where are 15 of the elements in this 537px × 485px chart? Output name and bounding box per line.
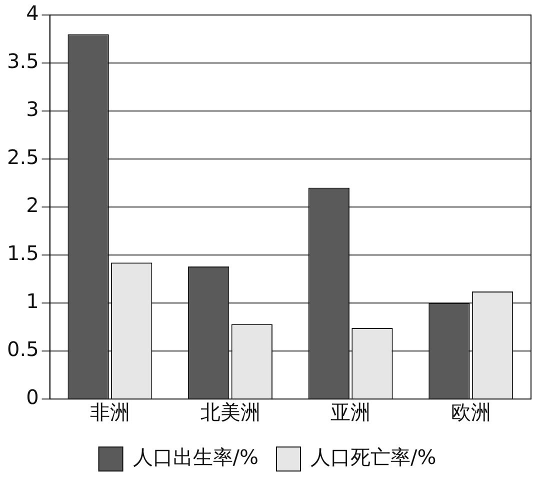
legend-label: 人口出生率/% — [132, 445, 259, 470]
x-tick-label: 亚洲 — [330, 400, 371, 424]
x-tick-label: 北美洲 — [200, 400, 260, 424]
y-tick-label: 4 — [26, 1, 39, 26]
x-tick-label: 非洲 — [90, 400, 130, 424]
y-tick-label: 2.5 — [6, 145, 39, 170]
legend-label: 人口死亡率/% — [310, 445, 436, 470]
y-tick-label: 0.5 — [6, 337, 39, 362]
y-tick-label: 1.5 — [6, 241, 39, 266]
x-tick-label: 欧洲 — [450, 400, 491, 424]
y-tick-label: 1 — [26, 289, 39, 314]
y-tick-label: 3 — [26, 97, 39, 122]
y-tick-label: 3.5 — [6, 49, 39, 74]
y-tick-label: 2 — [26, 193, 39, 218]
y-tick-label: 0 — [26, 385, 39, 410]
